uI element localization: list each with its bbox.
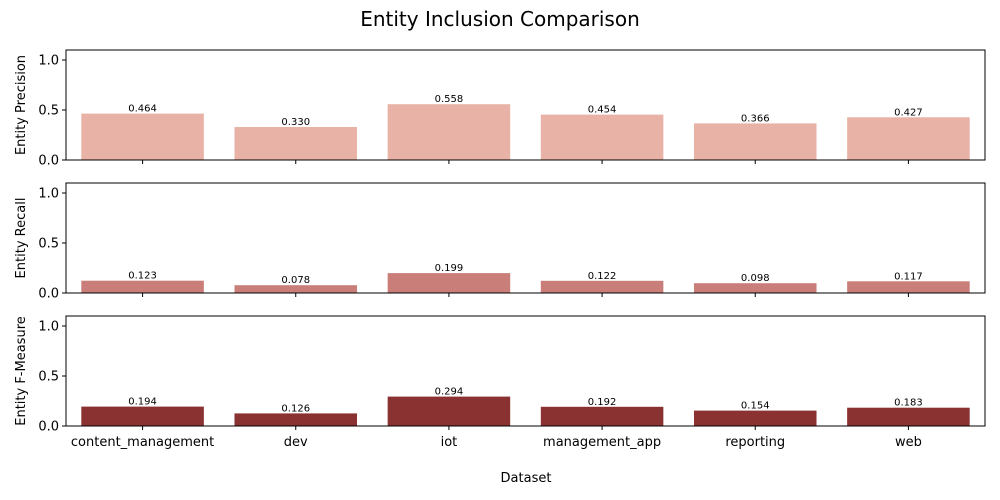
x-tick-label: web — [895, 435, 922, 450]
bar-value-label: 0.098 — [741, 273, 770, 284]
panel-3: 0.194 0.126 0.294 0.192 0.154 0.183 0.0 0.5 1.0 c… — [14, 315, 986, 450]
bar-value-label: 0.183 — [894, 398, 923, 409]
y-tick-label: 0.0 — [38, 154, 59, 169]
panel-frame — [65, 49, 986, 161]
bar — [81, 406, 204, 426]
bar — [540, 114, 664, 160]
bar-value-label: 0.558 — [435, 94, 464, 105]
bar-value-label: 0.366 — [741, 113, 770, 124]
panel-2: 0.123 0.078 0.199 0.122 0.098 0.117 0.0 0.5 1.0 E… — [14, 182, 986, 302]
bar — [847, 117, 970, 160]
y-tick-label: 0.5 — [38, 370, 59, 385]
bar — [693, 123, 817, 160]
bar — [387, 396, 511, 426]
x-tick-label: dev — [284, 435, 308, 450]
x-tick-label: iot — [441, 435, 458, 450]
bar — [387, 104, 511, 160]
bar — [234, 127, 358, 160]
y-tick-label: 0.0 — [38, 287, 59, 302]
x-tick-label: management_app — [543, 435, 661, 450]
x-axis-label: Dataset — [501, 471, 552, 486]
x-tick-label: content_management — [71, 435, 214, 450]
bar-value-label: 0.126 — [281, 403, 310, 414]
y-tick-label: 1.0 — [38, 187, 59, 202]
bar-value-label: 0.122 — [588, 271, 617, 282]
bar — [693, 283, 817, 293]
bar — [540, 406, 664, 426]
bar — [387, 273, 511, 293]
bar-value-label: 0.330 — [281, 117, 310, 128]
y-tick-label: 1.0 — [38, 54, 59, 69]
bar — [234, 285, 358, 293]
bar-value-label: 0.078 — [281, 275, 310, 286]
y-axis-label: Entity F-Measure — [14, 316, 29, 426]
bar-value-label: 0.154 — [741, 401, 770, 412]
bar-value-label: 0.199 — [435, 263, 464, 274]
bar — [847, 407, 970, 426]
bar-value-label: 0.454 — [588, 105, 617, 116]
bar — [234, 413, 358, 426]
chart-title: Entity Inclusion Comparison — [360, 7, 640, 31]
x-tick-label: reporting — [725, 435, 785, 450]
panel-1: 0.464 0.330 0.558 0.454 0.366 0.427 0.0 0.5 1.0 E… — [14, 49, 986, 169]
bar-value-label: 0.192 — [588, 397, 617, 408]
y-tick-label: 0.5 — [38, 104, 59, 119]
y-axis-label: Entity Precision — [14, 55, 29, 155]
panels: 0.464 0.330 0.558 0.454 0.366 0.427 0.0 0.5 1.0 E… — [14, 49, 986, 450]
bar-value-label: 0.117 — [894, 271, 923, 282]
y-axis-label: Entity Recall — [14, 198, 29, 279]
y-tick-label: 0.5 — [38, 237, 59, 252]
y-tick-label: 1.0 — [38, 320, 59, 335]
bar — [540, 280, 664, 293]
bar — [81, 280, 204, 293]
bar — [847, 281, 970, 293]
bar-value-label: 0.464 — [128, 104, 157, 115]
y-tick-label: 0.0 — [38, 420, 59, 435]
bar-value-label: 0.294 — [435, 387, 464, 398]
bar-value-label: 0.194 — [128, 397, 157, 408]
bar — [81, 113, 204, 160]
bar-value-label: 0.427 — [894, 107, 923, 118]
panel-frame — [65, 182, 986, 294]
bar — [693, 410, 817, 426]
panel-frame — [65, 315, 986, 427]
bar-value-label: 0.123 — [128, 271, 157, 282]
